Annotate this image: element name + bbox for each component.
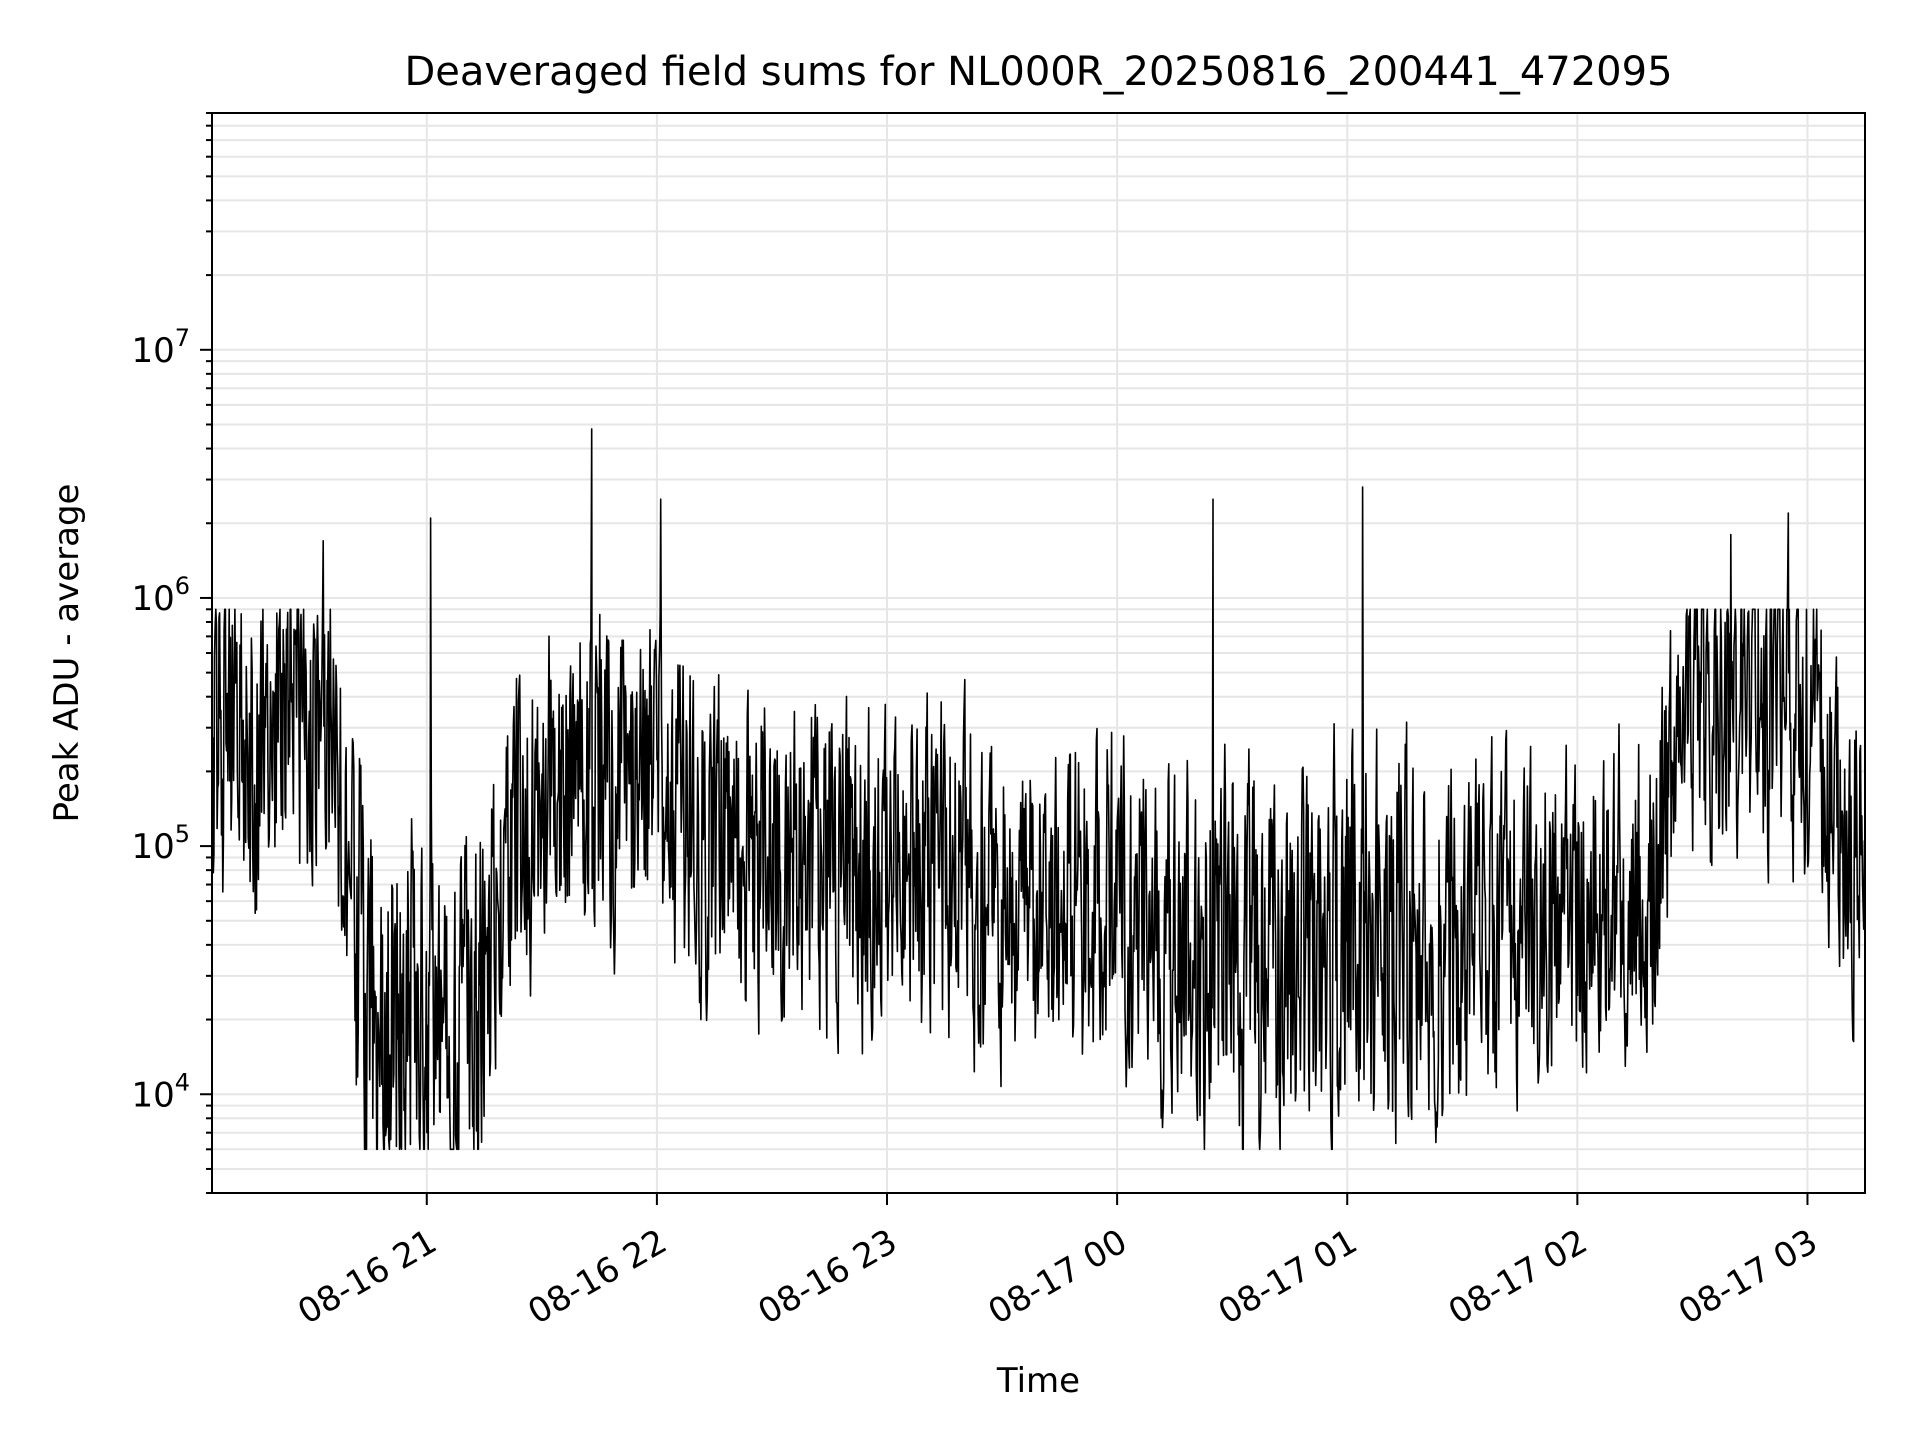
y-tick-exponent: 6 xyxy=(175,572,190,600)
x-axis-label: Time xyxy=(996,1361,1080,1401)
y-tick-label: 107 xyxy=(131,324,190,371)
chart-title: Deaveraged field sums for NL000R_2025081… xyxy=(404,49,1672,95)
y-tick-label: 104 xyxy=(131,1068,190,1115)
y-tick-exponent: 4 xyxy=(175,1068,190,1096)
y-tick-label: 106 xyxy=(131,572,190,619)
y-tick-label: 105 xyxy=(131,820,190,867)
series-layer xyxy=(212,428,1865,1151)
y-tick-exponent: 7 xyxy=(175,324,190,352)
y-tick-base: 10 xyxy=(131,579,174,619)
series-line xyxy=(212,428,1865,1151)
y-tick-base: 10 xyxy=(131,331,174,371)
y-tick-exponent: 5 xyxy=(175,820,190,848)
y-tick-base: 10 xyxy=(131,827,174,867)
y-axis-label: Peak ADU - average xyxy=(47,484,87,823)
y-tick-base: 10 xyxy=(131,1075,174,1115)
